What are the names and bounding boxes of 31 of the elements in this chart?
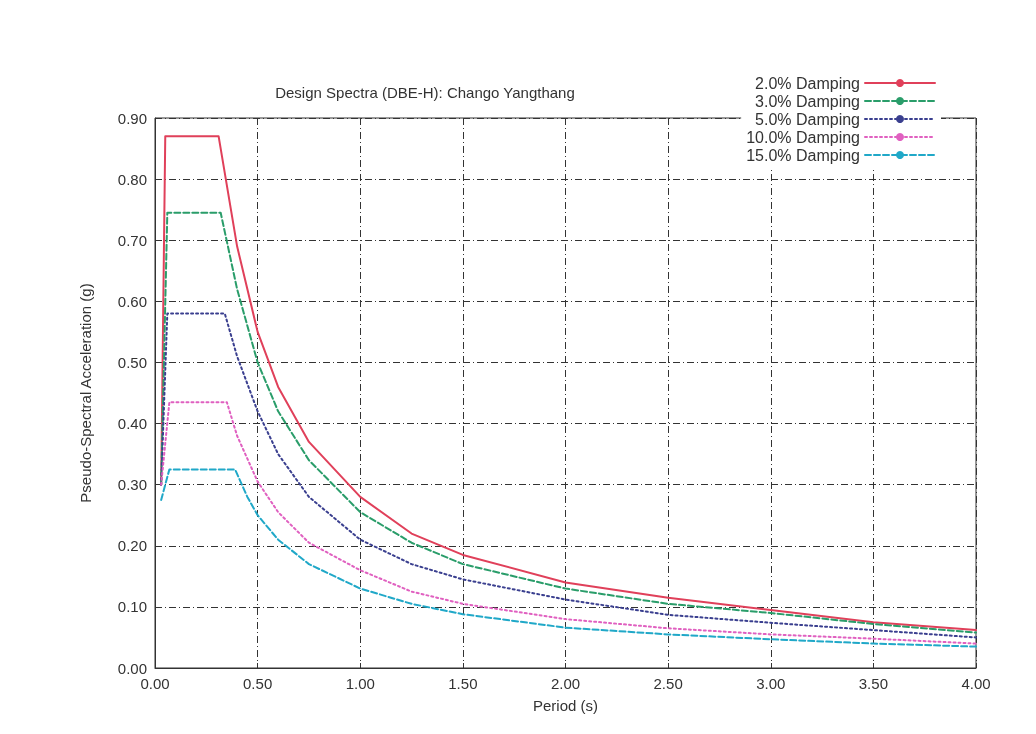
x-axis-title: Period (s): [532, 697, 599, 714]
y-tick-label: 0.80: [117, 170, 147, 188]
legend-label: 15.0% Damping: [746, 146, 860, 164]
y-axis-title: Pseudo-Spectral Acceleration (g): [77, 283, 94, 503]
x-tick-label: 0.50: [243, 675, 273, 692]
y-tick-label: 0.10: [117, 598, 147, 616]
x-tick-label: 0.00: [140, 675, 170, 692]
x-tick-label: 2.00: [550, 675, 581, 692]
y-tick-label: 0.00: [117, 659, 147, 677]
x-tick-label: 4.00: [961, 675, 991, 692]
y-tick-label: 0.30: [117, 476, 147, 494]
legend-label: 10.0% Damping: [746, 128, 860, 146]
legend-label: 2.0% Damping: [755, 74, 860, 92]
line-series: [160, 468, 977, 648]
line-series: [160, 401, 977, 645]
x-tick-label: 3.50: [858, 675, 888, 692]
chart-title: Design Spectra (DBE-H): Chango Yangthang: [275, 84, 575, 101]
x-tick-label: 1.50: [448, 675, 478, 692]
legend-label: 5.0% Damping: [755, 110, 860, 128]
y-tick-label: 0.40: [117, 415, 147, 433]
y-tick-label: 0.60: [117, 292, 147, 310]
x-tick-label: 2.50: [653, 675, 683, 692]
y-tick-label: 0.20: [117, 537, 147, 555]
line-series: [160, 211, 977, 634]
y-tick-label: 0.90: [117, 109, 147, 127]
x-tick-label: 1.00: [345, 675, 375, 692]
legend-label: 3.0% Damping: [755, 92, 860, 110]
x-tick-label: 3.00: [756, 675, 786, 692]
y-tick-label: 0.50: [117, 353, 147, 371]
line-series: [160, 312, 977, 639]
y-tick-label: 0.70: [117, 231, 147, 249]
